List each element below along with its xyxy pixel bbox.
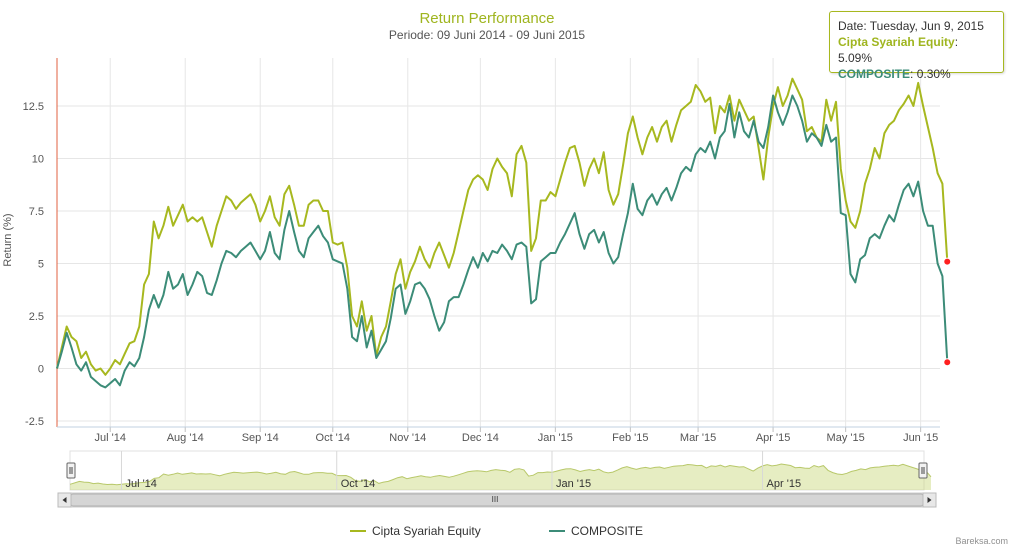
tooltip-composite-value: 0.30% bbox=[916, 67, 951, 81]
navigator-background bbox=[69, 450, 925, 491]
navigator-labels: Jul '14 Oct '14 Jan '15 Apr '15 bbox=[125, 478, 801, 490]
scrollbar-right-arrow[interactable] bbox=[922, 492, 937, 508]
y-tick-label: 12.5 bbox=[23, 101, 44, 113]
y-tick-label: 0 bbox=[38, 364, 44, 376]
x-tick-label: Oct '14 bbox=[316, 432, 351, 444]
legend-label-composite: COMPOSITE bbox=[571, 524, 643, 538]
tooltip: Date: Tuesday, Jun 9, 2015 Cipta Syariah… bbox=[829, 11, 1004, 81]
y-tick-label: 7.5 bbox=[29, 206, 44, 218]
navigator-handle-left[interactable] bbox=[66, 462, 76, 479]
marker-layer bbox=[943, 257, 952, 367]
handle-body bbox=[66, 462, 76, 479]
series-layer[interactable] bbox=[56, 77, 949, 389]
navigator[interactable]: Jul '14 Oct '14 Jan '15 Apr '15 bbox=[66, 450, 932, 491]
navigator-handle-right[interactable] bbox=[918, 462, 928, 479]
navigator-label: Apr '15 bbox=[767, 478, 802, 490]
tooltip-cipta-name: Cipta Syariah Equity bbox=[838, 35, 955, 49]
y-axis-title: Return (%) bbox=[2, 213, 14, 266]
legend-item-cipta[interactable]: Cipta Syariah Equity bbox=[350, 524, 481, 538]
x-tick-label: Jul '14 bbox=[94, 432, 125, 444]
tooltip-row-composite: COMPOSITE: 0.30% bbox=[838, 67, 951, 81]
scrollbar[interactable]: III bbox=[57, 492, 937, 508]
x-tick-label: Jan '15 bbox=[538, 432, 573, 444]
x-tick-label: Sep '14 bbox=[242, 432, 279, 444]
tooltip-composite-name: COMPOSITE bbox=[838, 67, 911, 81]
end-marker-composite bbox=[943, 358, 952, 367]
navigator-label: Jan '15 bbox=[556, 478, 591, 490]
x-tick-label: Dec '14 bbox=[462, 432, 499, 444]
series-line-composite[interactable] bbox=[56, 94, 949, 389]
series-line-cipta[interactable] bbox=[56, 77, 949, 376]
scrollbar-grip: III bbox=[492, 495, 499, 504]
scrollbar-left-arrow[interactable] bbox=[57, 492, 72, 508]
navigator-area bbox=[70, 464, 931, 490]
x-tick-labels: Jul '14 Aug '14 Sep '14 Oct '14 Nov '14 Dec '… bbox=[94, 432, 938, 444]
chart-subtitle: Periode: 09 Juni 2014 - 09 Juni 2015 bbox=[389, 28, 585, 42]
y-tick-label: 2.5 bbox=[29, 311, 44, 323]
x-tick-label: May '15 bbox=[827, 432, 865, 444]
x-tick-label: Apr '15 bbox=[756, 432, 791, 444]
x-tick-label: Feb '15 bbox=[612, 432, 648, 444]
credit-link[interactable]: Bareksa.com bbox=[955, 536, 1008, 546]
y-tick-label: 5 bbox=[38, 259, 44, 271]
navigator-label: Jul '14 bbox=[125, 478, 156, 490]
legend-item-composite[interactable]: COMPOSITE bbox=[549, 524, 643, 538]
y-tick-label: -2.5 bbox=[25, 416, 44, 428]
y-tick-label: 10 bbox=[32, 154, 44, 166]
tooltip-date: Date: Tuesday, Jun 9, 2015 bbox=[838, 19, 984, 33]
tooltip-row-cipta: Cipta Syariah Equity: 5.09% bbox=[838, 35, 959, 65]
chevron-left-icon bbox=[62, 497, 67, 503]
chart-title: Return Performance bbox=[419, 10, 554, 27]
y-gridlines bbox=[57, 105, 940, 422]
legend: Cipta Syariah Equity COMPOSITE bbox=[350, 524, 643, 538]
x-tick-label: Jun '15 bbox=[903, 432, 938, 444]
navigator-label: Oct '14 bbox=[341, 478, 376, 490]
x-tick-label: Aug '14 bbox=[167, 432, 204, 444]
legend-label-cipta: Cipta Syariah Equity bbox=[372, 524, 481, 538]
plot-area: -2.5 0 2.5 5 7.5 10 12.5 Jul '14 Aug '14 Sep '14… bbox=[23, 58, 952, 444]
navigator-line bbox=[69, 463, 932, 486]
handle-body bbox=[918, 462, 928, 479]
x-tick-label: Mar '15 bbox=[680, 432, 716, 444]
chevron-right-icon bbox=[927, 497, 932, 503]
x-tick-label: Nov '14 bbox=[389, 432, 426, 444]
y-tick-labels: -2.5 0 2.5 5 7.5 10 12.5 bbox=[23, 101, 44, 428]
tooltip-cipta-value: 5.09% bbox=[838, 51, 873, 65]
navigator-gridlines bbox=[120, 451, 764, 490]
end-marker-cipta bbox=[943, 257, 952, 266]
